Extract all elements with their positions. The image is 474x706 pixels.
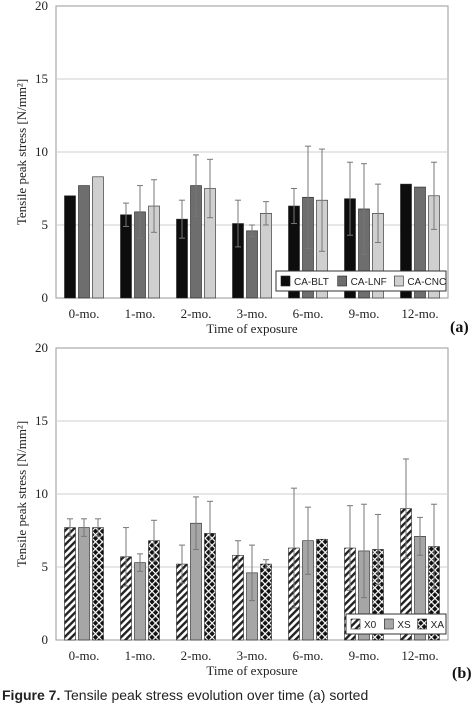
bar-ca-cnc-3-mo: [260, 213, 272, 299]
y-tick-label: 5: [42, 559, 49, 574]
y-axis-title: Tensile peak stress [N/mm²]: [14, 421, 29, 567]
legend-swatch-xa: [417, 618, 427, 630]
legend-swatch-xs: [384, 618, 394, 630]
legend: X0 XS XA: [345, 613, 447, 635]
x-tick-label: 12-mo.: [401, 306, 438, 321]
bar-ca-blt-12-mo: [400, 183, 412, 299]
x-tick-label: 2-mo.: [181, 648, 212, 663]
bar-ca-cnc-0-mo: [92, 176, 104, 299]
x-tick-label: 6-mo.: [293, 306, 324, 321]
legend-label-xa: XA: [431, 620, 445, 631]
bar-ca-blt-1-mo: [120, 214, 132, 299]
chart-panel-b: 0 5 10 15 20 0-mo. 1-mo. 2-mo. 3-mo. 6-mo. 9-mo. 12…: [14, 340, 472, 682]
y-axis-title: Tensile peak stress [N/mm²]: [14, 79, 29, 225]
x-tick-label: 9-mo.: [349, 648, 380, 663]
legend: CA-BLT CA-LNF CA-CNC: [275, 270, 447, 292]
x-tick-label: 0-mo.: [69, 648, 100, 663]
bar-ca-blt-0-mo: [64, 195, 76, 299]
x-tick-label: 3-mo.: [237, 306, 268, 321]
y-tick-label: 10: [35, 486, 48, 501]
caption-label: Figure 7.: [2, 687, 61, 703]
y-tick-label: 0: [42, 632, 49, 647]
caption-text: Tensile peak stress evolution over time …: [64, 687, 369, 703]
panel-label: (a): [450, 319, 469, 336]
x-tick-label: 12-mo.: [401, 648, 438, 663]
legend-label-ca-lnf: CA-LNF: [351, 277, 387, 288]
y-tick-label: 15: [35, 413, 48, 428]
x-axis-title: Time of exposure: [206, 663, 297, 678]
x-tick-label: 0-mo.: [69, 306, 100, 321]
bar-ca-lnf-12-mo: [414, 186, 426, 299]
x-tick-label: 6-mo.: [293, 648, 324, 663]
bar-xa-6-mo: [316, 538, 328, 641]
legend-label-x0: X0: [364, 620, 377, 631]
y-tick-label: 0: [42, 290, 49, 305]
chart-panel-a: 0 5 10 15 20 0-mo. 1-mo. 2-mo. 3-mo. 6-mo. 9-mo. 12…: [14, 0, 469, 336]
legend-swatch-x0: [350, 618, 361, 630]
y-tick-label: 5: [42, 217, 49, 232]
figure-caption: Figure 7. Tensile peak stress evolution …: [2, 687, 474, 703]
x-tick-label: 2-mo.: [181, 306, 212, 321]
x-tick-label: 3-mo.: [237, 648, 268, 663]
bar-xs-0-mo: [78, 527, 90, 641]
y-tick-label: 20: [35, 0, 48, 13]
x-axis-title: Time of exposure: [206, 321, 297, 336]
y-tick-label: 10: [35, 144, 48, 159]
bar-x0-0-mo: [64, 527, 76, 641]
x-tick-label: 9-mo.: [349, 306, 380, 321]
panel-label: (b): [452, 665, 472, 682]
bar-ca-lnf-0-mo: [78, 185, 90, 299]
bar-xs-1-mo: [134, 562, 146, 641]
legend-swatch-ca-lnf: [337, 275, 347, 287]
legend-label-ca-blt: CA-BLT: [294, 277, 329, 288]
legend-swatch-ca-blt: [280, 275, 291, 287]
bar-ca-lnf-3-mo: [246, 230, 258, 299]
x-tick-label: 1-mo.: [125, 306, 156, 321]
y-tick-label: 20: [35, 340, 48, 355]
bar-xa-3-mo: [260, 563, 272, 641]
x-tick-label: 1-mo.: [125, 648, 156, 663]
legend-swatch-ca-cnc: [394, 275, 404, 287]
bar-xa-0-mo: [92, 527, 104, 641]
legend-label-ca-cnc: CA-CNC: [407, 277, 446, 288]
y-tick-label: 15: [35, 71, 48, 86]
legend-label-xs: XS: [397, 620, 411, 631]
